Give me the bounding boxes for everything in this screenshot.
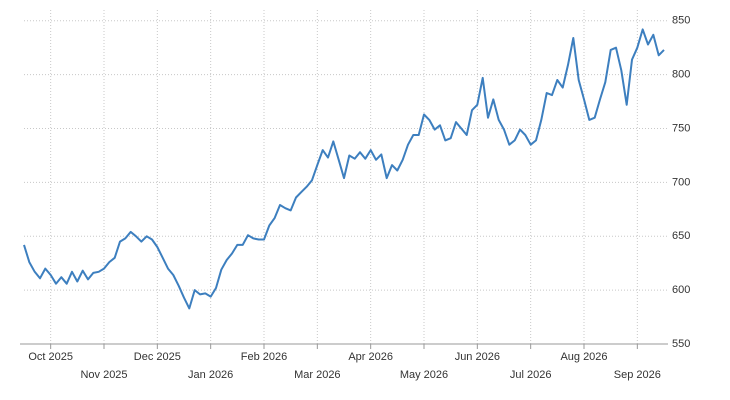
x-tick-label: Jun 2026: [455, 351, 500, 363]
x-tick-label: Nov 2025: [80, 369, 127, 381]
y-tick-label: 600: [672, 284, 690, 296]
x-tick-label: Dec 2025: [134, 351, 181, 363]
x-tick-label: Oct 2025: [28, 351, 73, 363]
x-tick-label: Sep 2026: [614, 369, 661, 381]
y-tick-label: 800: [672, 69, 690, 81]
y-tick-label: 550: [672, 338, 690, 350]
x-tick-label: Aug 2026: [560, 351, 607, 363]
x-tick-label: Jan 2026: [188, 369, 233, 381]
x-tick-label: Mar 2026: [294, 369, 340, 381]
y-tick-label: 650: [672, 230, 690, 242]
y-tick-label: 850: [672, 15, 690, 27]
y-tick-label: 750: [672, 122, 690, 134]
x-tick-label: May 2026: [400, 369, 448, 381]
line: [23, 28, 665, 310]
x-tick-label: Feb 2026: [241, 351, 287, 363]
x-tick-label: Jul 2026: [510, 369, 552, 381]
y-tick-label: 700: [672, 176, 690, 188]
x-tick-label: Apr 2026: [348, 351, 393, 363]
